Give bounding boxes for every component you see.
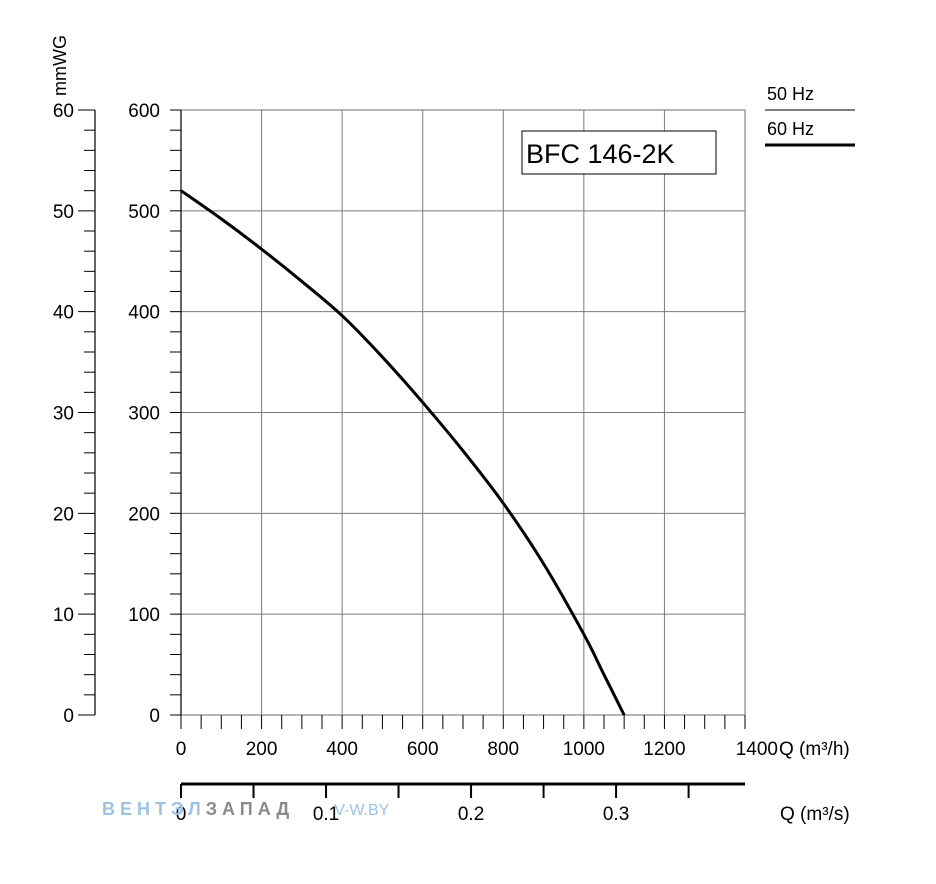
qs-tick-label: 0.2: [458, 804, 484, 825]
pa-tick-label: 300: [128, 404, 160, 425]
qh-axis-labels: 0 200 400 600 800 1000 1200 1400: [176, 739, 778, 760]
grid-lines: [181, 110, 745, 715]
qh-tick-label: 1400: [736, 739, 778, 760]
pa-tick-label: 200: [128, 504, 160, 525]
mmwg-tick-label: 50: [53, 202, 74, 223]
mmwg-axis-labels: 0 10 20 30 40 50 60: [53, 101, 74, 727]
pa-tick-label: 400: [128, 303, 160, 324]
mmwg-tick-label: 20: [53, 504, 74, 525]
qh-axis-minor-ticks: [180, 715, 746, 729]
mmwg-axis-minor-ticks: [78, 109, 95, 716]
model-label-box: [521, 130, 717, 175]
qs-axis-ticks: [180, 784, 690, 798]
qs-tick-label: 0: [176, 804, 187, 825]
pa-tick-label: 0: [149, 706, 160, 727]
mmwg-axis-title: mmWG: [50, 35, 70, 96]
mmwg-tick-label: 30: [53, 404, 74, 425]
qs-tick-label: 0.1: [313, 804, 339, 825]
qh-tick-label: 600: [407, 739, 439, 760]
qh-tick-label: 200: [246, 739, 278, 760]
qh-axis-title: Q (m³/h): [779, 739, 850, 760]
mmwg-tick-label: 10: [53, 605, 74, 626]
fan-curve-60hz: [180, 189, 626, 716]
pa-tick-label: 100: [128, 605, 160, 626]
mmwg-tick-label: 40: [53, 303, 74, 324]
qh-tick-label: 1200: [643, 739, 685, 760]
qs-axis-title: Q (m³/s): [780, 804, 850, 825]
pa-tick-label: 600: [128, 101, 160, 122]
mmwg-tick-label: 60: [53, 101, 74, 122]
qh-tick-label: 400: [326, 739, 358, 760]
qs-axis-labels: 0 0.1 0.2 0.3: [176, 804, 630, 825]
model-label: BFC 146-2K: [526, 139, 675, 169]
mmwg-tick-label: 0: [63, 706, 74, 727]
watermark: ВЕНТЭЛЗАПАД V-W.BY: [102, 799, 390, 819]
pa-axis-minor-ticks: [170, 109, 181, 716]
legend-label-60hz: 60 Hz: [767, 119, 814, 139]
pa-axis-labels: 0 100 200 300 400 500 600: [128, 101, 160, 727]
qh-tick-label: 0: [176, 739, 187, 760]
qh-tick-label: 800: [487, 739, 519, 760]
qs-tick-label: 0.3: [603, 804, 629, 825]
qh-tick-label: 1000: [563, 739, 605, 760]
pa-tick-label: 500: [128, 202, 160, 223]
legend-label-50hz: 50 Hz: [767, 84, 814, 104]
